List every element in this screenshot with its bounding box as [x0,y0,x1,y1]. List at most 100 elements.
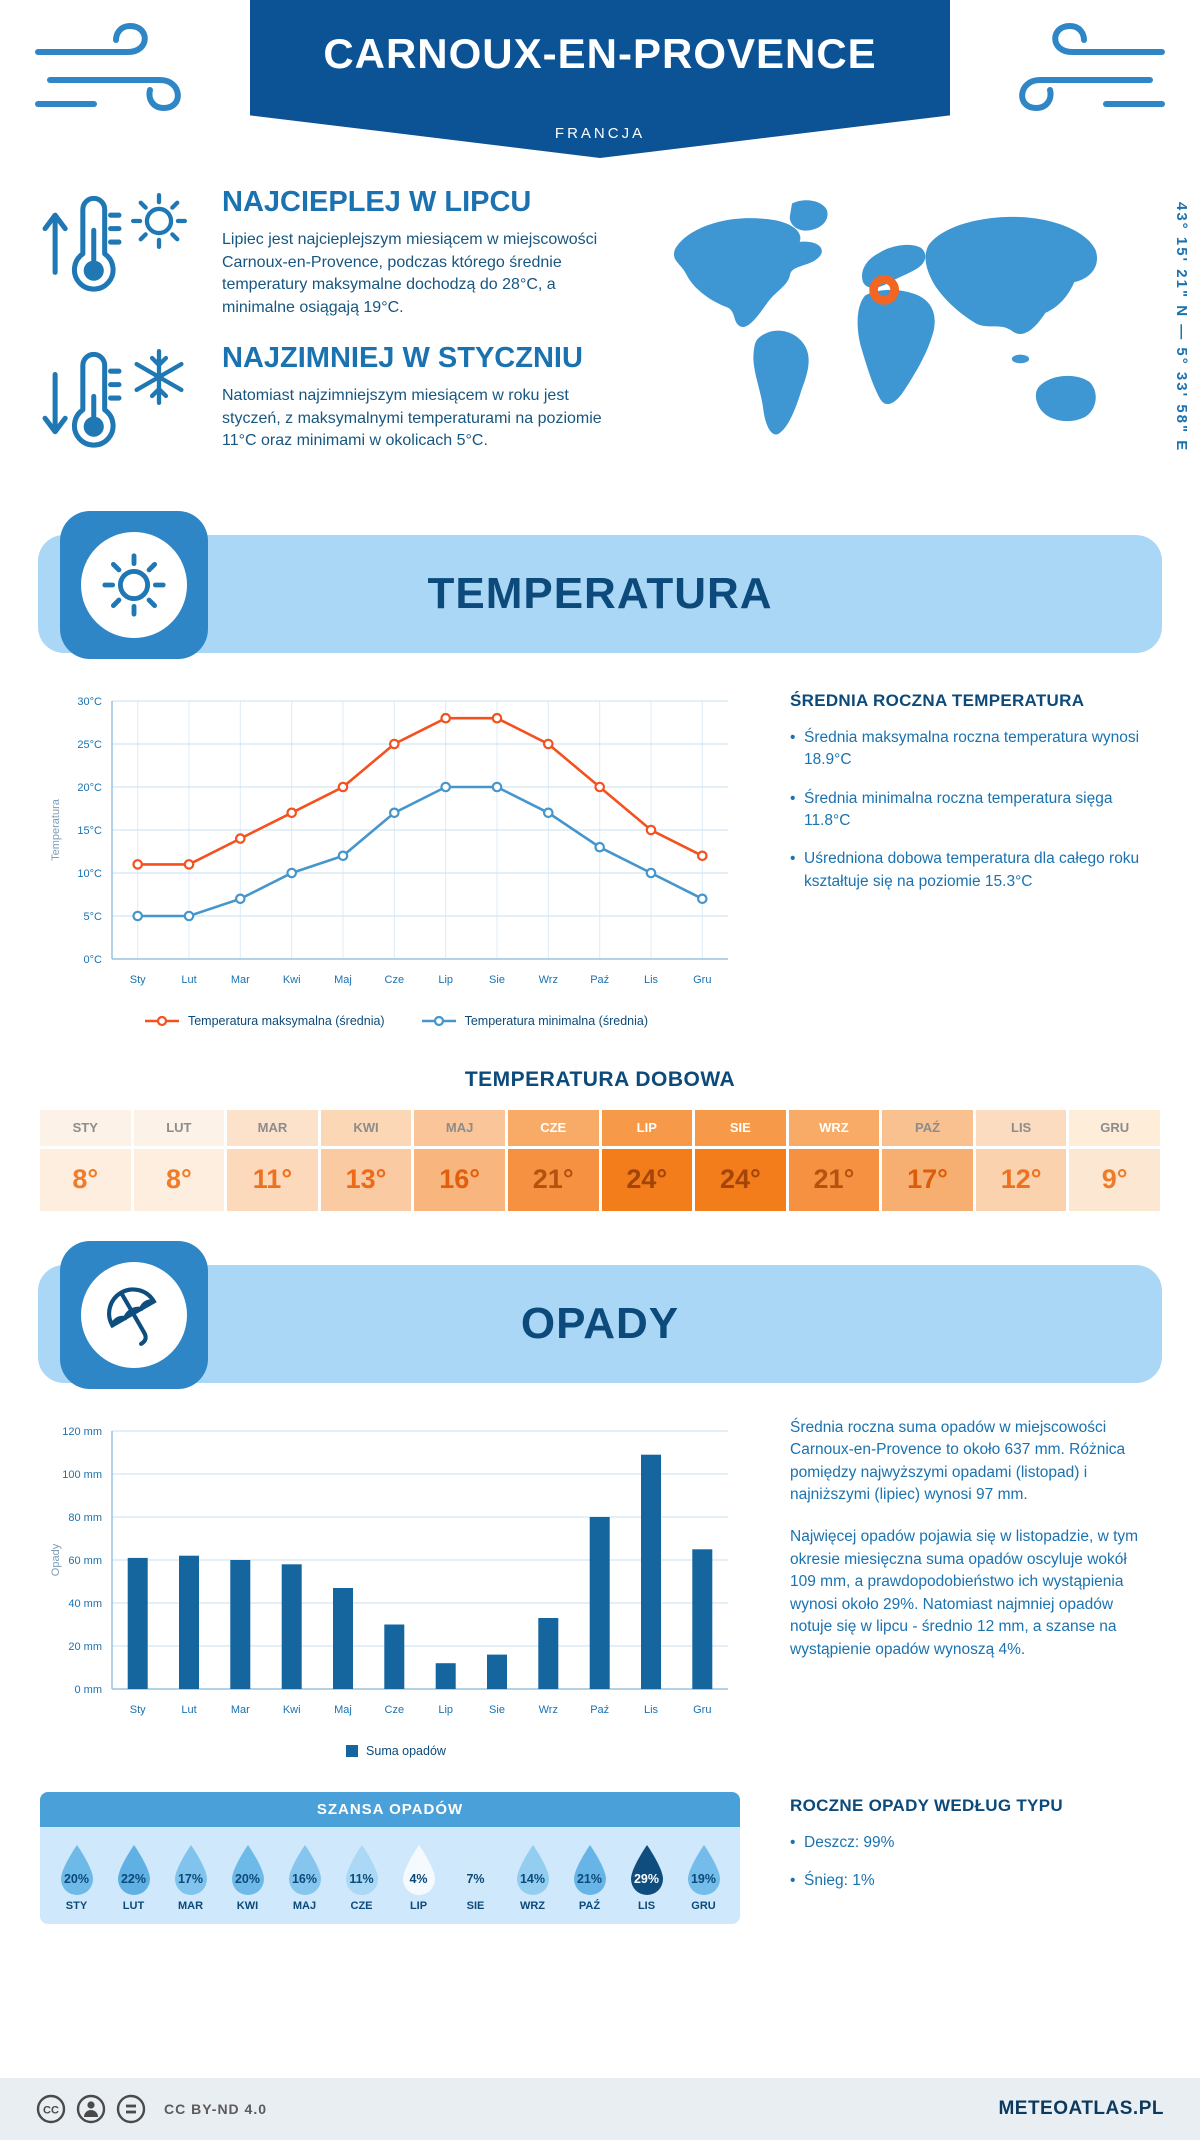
precip-type-0: Deszcz: 99% [790,1832,1150,1855]
intro-text-column: NAJCIEPLEJ W LIPCU Lipiec jest najcieple… [40,186,640,493]
droplet-icon [60,1844,93,1895]
droplet-icon [174,1844,207,1895]
precipitation-aside: Średnia roczna suma opadów w miejscowośc… [790,1417,1150,1758]
rain-chance-percent: 20% [234,1871,261,1886]
warmest-month-block: NAJCIEPLEJ W LIPCU Lipiec jest najcieple… [40,186,640,320]
rain-chance-STY: 20% STY [48,1843,105,1912]
svg-text:Wrz: Wrz [539,1704,558,1716]
rain-chance-percent: 14% [519,1871,546,1886]
svg-text:Opady: Opady [50,1543,62,1576]
brand-label: METEOATLAS.PL [998,2098,1164,2119]
svg-text:Temperatura: Temperatura [50,798,62,861]
svg-text:Sie: Sie [489,1704,505,1716]
rain-chance-month: MAJ [292,1899,317,1912]
intro-section: NAJCIEPLEJ W LIPCU Lipiec jest najcieple… [0,164,1200,493]
temp-bullet-2: Uśredniona dobowa temperatura dla całego… [790,848,1150,893]
droplet-icon [402,1844,435,1895]
precipitation-chart: 0 mm 20 mm 40 mm 60 mm 80 mm 100 mm 120 mm Sty L… [46,1417,746,1740]
legend-line-swatch [144,1015,179,1026]
rain-chance-SIE: 7% SIE [447,1843,504,1912]
daily-value-LUT: 8° [133,1148,225,1211]
daily-value-GRU: 9° [1069,1148,1160,1211]
svg-text:Lis: Lis [644,974,659,986]
precipitation-badge [60,1240,208,1389]
precip-type-1: Śnieg: 1% [790,1870,1150,1893]
rain-chance-percent: 29% [633,1871,660,1886]
temperature-section-title: TEMPERATURA [427,568,773,618]
coordinates-label: 43° 15' 21" N — 5° 33' 58" E [1173,202,1190,453]
rain-chance-month: PAŹ [578,1899,601,1912]
rain-chance-month: GRU [691,1899,716,1912]
svg-text:Gru: Gru [693,1704,711,1716]
legend-label: Suma opadów [366,1743,446,1758]
snowflake-icon [134,348,184,405]
legend-label: Temperatura minimalna (średnia) [464,1013,648,1028]
rain-chance-percent: 22% [120,1871,147,1886]
svg-text:0 mm: 0 mm [75,1684,103,1696]
svg-text:10°C: 10°C [77,868,102,880]
rain-chance-month: LUT [122,1899,145,1912]
temp-legend-item-1: Temperatura minimalna (średnia) [421,1014,648,1028]
daily-value-LIP: 24° [601,1148,693,1211]
droplet-icon [231,1844,264,1895]
daily-month-STY: STY [40,1109,131,1146]
rain-chance-PAŹ: 21% PAŹ [561,1843,618,1912]
temp-bullet-0: Średnia maksymalna roczna temperatura wy… [790,727,1150,772]
daily-month-WRZ: WRZ [788,1109,880,1146]
svg-text:Lut: Lut [181,1704,196,1716]
svg-text:20 mm: 20 mm [68,1641,102,1653]
svg-text:Lut: Lut [181,974,196,986]
temperature-content: 0°C 5°C 10°C 15°C 20°C 25°C 30°C Sty Lut Mar Kwi Ma… [0,653,1200,1028]
daily-month-LUT: LUT [133,1109,225,1146]
precipitation-types: ROCZNE OPADY WEDŁUG TYPU Deszcz: 99% Śnie… [790,1792,1150,1924]
svg-text:Kwi: Kwi [283,1704,301,1716]
temp-legend: Temperatura maksymalna (średnia) Temperat… [46,1014,746,1028]
daily-value-CZE: 21° [507,1148,599,1211]
svg-text:Maj: Maj [334,1704,352,1716]
rain-chance-percent: 11% [349,1871,374,1886]
precipitation-paragraph-1: Średnia roczna suma opadów w miejscowośc… [790,1418,1126,1503]
continent-africa [857,289,935,405]
rain-chance-month: CZE [350,1899,373,1912]
coldest-month-block: NAJZIMNIEJ W STYCZNIU Natomiast najzimni… [40,342,640,457]
rain-chance-month: LIP [409,1899,428,1912]
droplet-icon [687,1844,720,1895]
svg-text:15°C: 15°C [77,825,102,837]
wind-icon-left [35,22,181,112]
temperature-chart-block: 0°C 5°C 10°C 15°C 20°C 25°C 30°C Sty Lut Mar Kwi Ma… [46,687,746,1028]
rain-chance-LUT: 22% LUT [105,1843,162,1912]
svg-text:Mar: Mar [231,1704,250,1716]
svg-text:0°C: 0°C [84,954,103,966]
warm-text: NAJCIEPLEJ W LIPCU Lipiec jest najcieple… [222,186,627,320]
bottom-row: SZANSA OPADÓW 20% STY 22% LUT 17% MAR 20% KWI 16… [0,1758,1200,1924]
rain-chance-WRZ: 14% WRZ [504,1843,561,1912]
continent-south-america [753,330,809,435]
world-map [648,186,1136,493]
cc-icon: CC [36,2094,66,2124]
svg-text:Sie: Sie [489,974,505,986]
rain-chance-KWI: 20% KWI [219,1843,276,1912]
daily-month-MAR: MAR [227,1109,318,1146]
legend-label: Temperatura maksymalna (średnia) [187,1013,385,1028]
svg-text:120 mm: 120 mm [62,1426,102,1438]
continent-greenland [789,200,828,231]
daily-temp-table: STY LUT MAR KWI MAJ CZE LIP SIE WRZ PAŹ LIS GRU 8° 8°… [40,1109,1160,1211]
rain-chance-percent: 4% [409,1871,428,1886]
rain-chance-month: STY [65,1899,88,1912]
svg-text:Cze: Cze [385,974,405,986]
cold-text: NAJZIMNIEJ W STYCZNIU Natomiast najzimni… [222,342,627,457]
daily-month-LIP: LIP [601,1109,693,1146]
rain-chance-percent: 19% [690,1871,717,1886]
daily-value-SIE: 24° [695,1148,786,1211]
precipitation-chart-block: 0 mm 20 mm 40 mm 60 mm 80 mm 100 mm 120 mm Sty L… [46,1417,746,1758]
temp-aside-list: Średnia maksymalna roczna temperatura wy… [790,727,1150,894]
droplet-icon [288,1844,321,1895]
svg-text:Gru: Gru [693,974,711,986]
svg-text:Sty: Sty [130,1704,146,1716]
svg-text:Lis: Lis [644,1704,659,1716]
rain-chance-month: MAR [177,1899,204,1912]
rain-chance-month: WRZ [519,1899,546,1912]
daily-value-WRZ: 21° [788,1148,880,1211]
svg-text:Paź: Paź [590,1704,609,1716]
daily-month-PAŹ: PAŹ [882,1109,973,1146]
